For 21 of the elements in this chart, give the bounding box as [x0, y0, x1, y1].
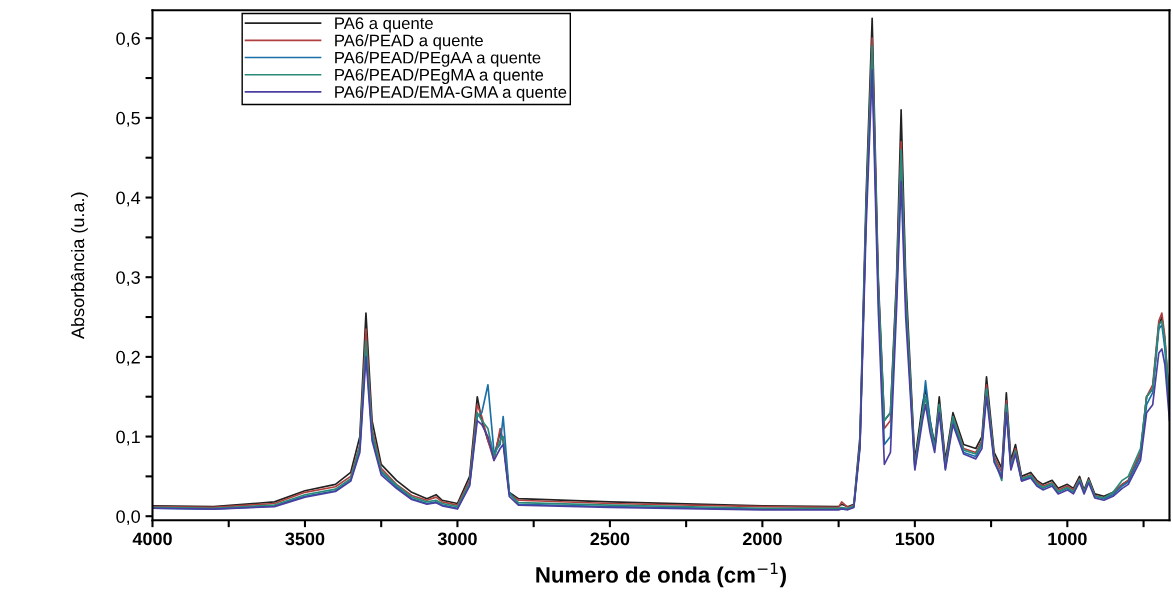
x-tick-label: 3500 — [285, 532, 325, 546]
legend-label: PA6/PEAD/EMA-GMA a quente — [335, 85, 567, 102]
x-tick-label: 2500 — [590, 532, 630, 546]
y-tick-label: 0,3 — [116, 271, 140, 287]
legend-label: PA6/PEAD/PEgMA a quente — [335, 68, 544, 85]
x-tick-label: 1000 — [1048, 532, 1087, 546]
y-tick-label: 0,4 — [116, 191, 141, 207]
legend-label: PA6/PEAD a quente — [335, 34, 483, 50]
x-tick-label: 1500 — [895, 532, 935, 546]
legend-label: PA6 a quente — [335, 17, 433, 33]
x-tick-label: 2000 — [742, 532, 782, 546]
y-tick-label: 0,0 — [116, 510, 140, 526]
y-axis-title: Absorbância (u.a.) — [70, 192, 88, 339]
y-tick-label: 0,6 — [116, 32, 140, 48]
x-tick-label: 3000 — [437, 532, 477, 546]
y-tick-label: 0,5 — [116, 111, 140, 127]
x-tick-label: 4000 — [132, 532, 172, 546]
y-tick-label: 0,2 — [116, 350, 140, 366]
y-tick-label: 0,1 — [116, 430, 140, 446]
legend-label: PA6/PEAD/PEgAA a quente — [335, 51, 541, 67]
x-axis-title: Numero de onda (cm$^{−1}$) — [536, 562, 786, 588]
